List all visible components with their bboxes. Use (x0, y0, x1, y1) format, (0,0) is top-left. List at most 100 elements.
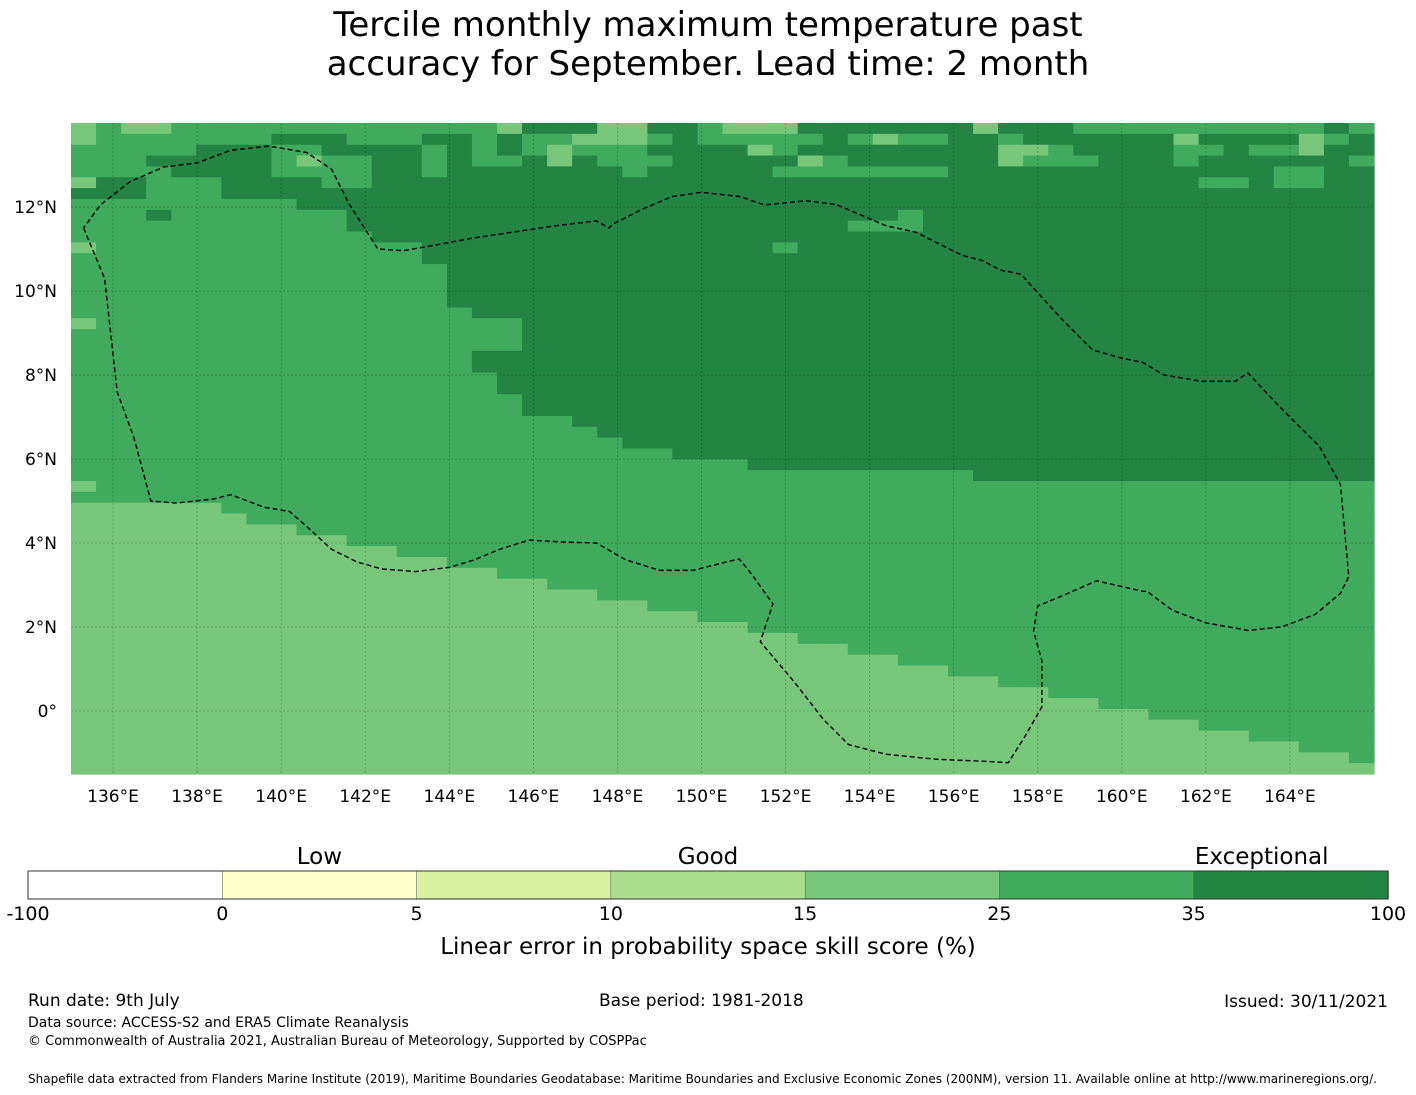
grid-cell (96, 470, 122, 482)
grid-cell (371, 274, 398, 287)
grid-cell (446, 546, 473, 558)
grid-cell (471, 361, 498, 374)
grid-cell (321, 470, 348, 482)
grid-cell (171, 318, 197, 330)
grid-cell (496, 329, 523, 341)
grid-cell (547, 513, 573, 526)
grid-cell (1073, 144, 1099, 157)
grid-cell (296, 535, 323, 547)
grid-cell (772, 166, 799, 178)
grid-cell (922, 253, 949, 265)
grid-cell (1323, 209, 1350, 222)
grid-cell (296, 622, 323, 634)
grid-cell (672, 524, 699, 536)
grid-cell (96, 296, 122, 309)
grid-cell (897, 123, 924, 135)
grid-cell (1348, 177, 1375, 189)
grid-cell (622, 763, 648, 775)
grid-cell (196, 654, 222, 667)
grid-cell (71, 231, 97, 243)
grid-cell (271, 177, 298, 189)
grid-cell (647, 350, 673, 363)
grid-cell (797, 643, 824, 656)
grid-cell (396, 502, 423, 515)
colorbar-tick-label: 15 (793, 903, 817, 925)
grid-cell (597, 578, 623, 591)
grid-cell (421, 665, 448, 677)
grid-cell (1323, 654, 1350, 667)
grid-cell (647, 611, 673, 623)
grid-cell (371, 155, 398, 167)
grid-cell (296, 643, 323, 656)
grid-cell (1173, 524, 1200, 536)
grid-cell (1323, 415, 1350, 428)
grid-cell (196, 231, 222, 243)
grid-cell (847, 470, 874, 482)
grid-cell (96, 144, 122, 157)
grid-cell (822, 448, 849, 460)
grid-cell (296, 502, 323, 515)
grid-cell (371, 654, 398, 667)
grid-cell (221, 600, 248, 612)
grid-cell (847, 242, 874, 254)
grid-cell (396, 643, 423, 656)
grid-cell (196, 361, 222, 374)
grid-cell (1073, 177, 1099, 189)
lat-tick-label: 0° (38, 702, 57, 722)
grid-cell (597, 589, 623, 601)
grid-cell (1298, 481, 1325, 493)
grid-cell (1348, 394, 1375, 406)
grid-cell (647, 459, 673, 471)
grid-cell (421, 513, 448, 526)
colorbar: Low Good Exceptional -100 0 5 10 15 25 35 100 Lin… (6, 844, 1406, 960)
grid-cell (196, 600, 222, 612)
grid-cell (121, 676, 147, 688)
grid-cell (722, 578, 749, 591)
grid-cell (71, 687, 97, 699)
grid-cell (797, 632, 824, 645)
grid-cell (1073, 209, 1099, 222)
grid-cell (572, 415, 598, 428)
grid-cell (446, 188, 473, 200)
grid-cell (321, 459, 348, 471)
grid-cell (1148, 307, 1175, 319)
grid-cell (146, 361, 172, 374)
grid-cell (948, 274, 974, 287)
grid-cell (1048, 687, 1074, 699)
grid-cell (296, 144, 323, 157)
grid-cell (1323, 752, 1350, 764)
grid-cell (1273, 578, 1300, 591)
grid-cell (1048, 470, 1074, 482)
grid-cell (1348, 296, 1375, 309)
grid-cell (121, 415, 147, 428)
grid-cell (446, 340, 473, 352)
grid-cell (747, 459, 774, 471)
grid-cell (271, 676, 298, 688)
grid-cell (1323, 296, 1350, 309)
grid-cell (471, 730, 498, 743)
grid-cell (797, 242, 824, 254)
grid-cell (1348, 437, 1375, 450)
grid-cell (872, 491, 899, 504)
grid-cell (421, 481, 448, 493)
grid-cell (71, 394, 97, 406)
grid-cell (647, 481, 673, 493)
grid-cell (1073, 763, 1099, 775)
grid-cell (647, 665, 673, 677)
grid-cell (973, 535, 999, 547)
grid-cell (872, 133, 899, 146)
colorbar-tick-label: 35 (1182, 903, 1206, 925)
grid-cell (1223, 285, 1250, 298)
grid-cell (998, 307, 1024, 319)
grid-cell (146, 665, 172, 677)
grid-cell (446, 611, 473, 623)
grid-cell (697, 133, 724, 146)
lon-tick-label: 144°E (423, 787, 475, 807)
grid-cell (722, 123, 749, 135)
grid-cell (346, 155, 373, 167)
grid-cell (722, 448, 749, 460)
grid-cell (471, 177, 498, 189)
grid-cell (973, 405, 999, 417)
grid-cell (1248, 665, 1275, 677)
grid-cell (1023, 752, 1049, 764)
